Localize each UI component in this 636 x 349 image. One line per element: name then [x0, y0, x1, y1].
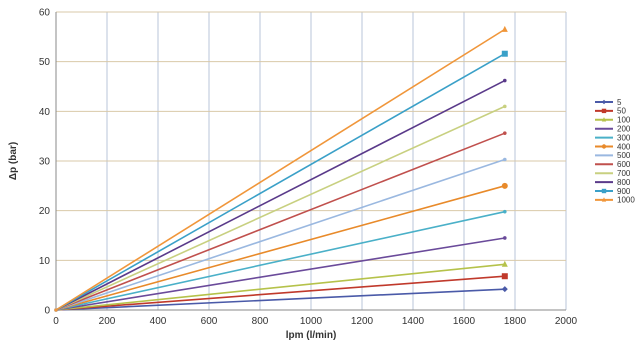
series-line-200	[55, 237, 505, 311]
legend-label: 900	[617, 187, 631, 196]
data-point	[54, 308, 58, 312]
legend-label: 5	[617, 98, 622, 107]
series-line-50	[55, 275, 505, 311]
data-point	[503, 209, 507, 214]
legend-label: 50	[617, 107, 626, 116]
x-tick-label: 1600	[453, 316, 476, 327]
series-line-300	[55, 210, 505, 311]
series-line-1000	[55, 28, 506, 311]
x-tick-label: 0	[53, 316, 59, 327]
series-line-600	[55, 132, 506, 311]
grid	[56, 11, 567, 310]
legend-label: 1000	[617, 196, 635, 205]
data-point	[503, 236, 507, 240]
legend-label: 500	[617, 151, 631, 160]
y-tick-label: 40	[39, 107, 51, 118]
series-line-800	[55, 79, 506, 311]
series-line-400	[55, 185, 506, 311]
x-tick-label: 400	[150, 316, 167, 327]
data-point	[501, 273, 508, 280]
data-point	[503, 131, 507, 135]
y-tick-label: 10	[39, 256, 51, 267]
x-axis-title: lpm (l/min)	[286, 330, 337, 341]
legend-marker	[601, 117, 607, 122]
series-group	[54, 25, 508, 312]
legend-label: 100	[617, 116, 631, 125]
legend-label: 300	[617, 133, 631, 142]
series-line-900	[55, 53, 506, 311]
x-tick-label: 800	[252, 316, 269, 327]
data-point	[501, 182, 508, 189]
series-line-500	[55, 158, 506, 311]
legend-label: 600	[617, 160, 631, 169]
y-tick-label: 30	[39, 157, 51, 168]
legend-marker	[601, 188, 607, 194]
data-point	[501, 25, 508, 32]
data-point	[501, 286, 508, 293]
y-tick-label: 50	[39, 57, 51, 68]
legend-label: 200	[617, 125, 631, 134]
legend-marker	[601, 108, 607, 114]
legend-marker	[601, 144, 607, 149]
x-tick-label: 1200	[351, 316, 374, 327]
data-point	[503, 78, 507, 83]
data-point	[501, 260, 508, 267]
y-tick-label: 20	[39, 206, 51, 217]
y-tick-label: 0	[44, 306, 50, 317]
series-line-700	[55, 105, 506, 311]
legend-label: 400	[617, 142, 631, 151]
data-point	[501, 50, 508, 57]
y-axis-title: Δp (bar)	[8, 142, 19, 180]
x-tick-label: 200	[99, 316, 116, 327]
legend-label: 800	[617, 178, 631, 187]
legend-marker	[601, 99, 607, 105]
series-line-100	[55, 263, 505, 311]
legend-marker	[601, 197, 607, 202]
series-line-5	[55, 288, 505, 311]
data-point	[503, 157, 507, 162]
y-tick-label: 60	[39, 8, 51, 19]
x-tick-label: 1400	[402, 316, 425, 327]
x-tick-label: 1000	[300, 316, 323, 327]
data-point	[503, 104, 507, 109]
x-tick-label: 1800	[504, 316, 527, 327]
legend-label: 700	[617, 169, 631, 178]
axes: 0 200 400 600 800 1000 1200 1400 1600 1800 2000 0 10…	[39, 8, 578, 328]
x-tick-label: 2000	[555, 316, 578, 327]
x-tick-label: 600	[201, 316, 218, 327]
